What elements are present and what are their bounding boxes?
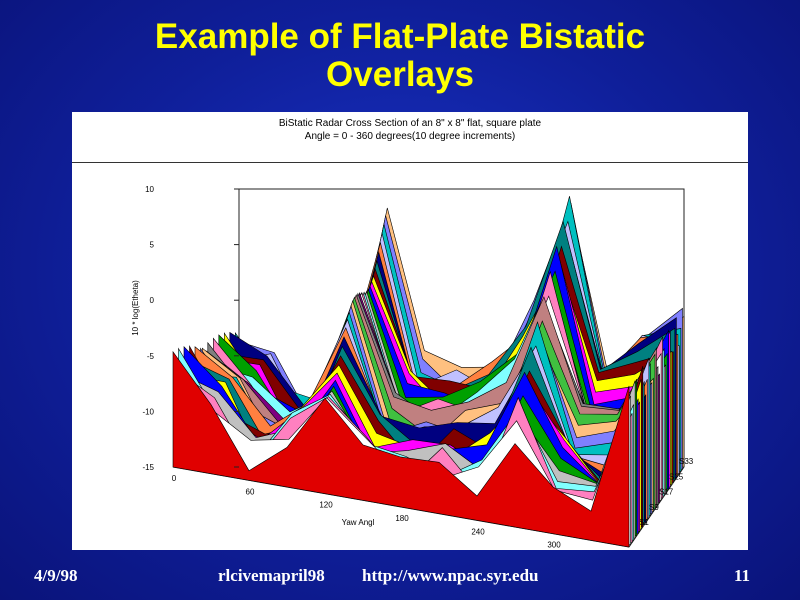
y-tick-label: -15 [142,463,154,472]
x-tick-label: 60 [246,487,255,496]
footer-date: 4/9/98 [34,566,78,585]
slide-title: Example of Flat-Plate Bistatic Overlays [0,18,800,94]
footer-page-number: 11 [734,566,751,585]
y-tick-label: 0 [150,296,155,305]
chart-svg: 10 5 0 -5 -10 -15 10 * log(Etheta) 0 60 120 180 240… [131,185,694,550]
series-surface [172,350,630,548]
footer-url: http://www.npac.syr.edu [362,566,539,585]
y-tick-label: -5 [147,352,155,361]
z-tick-label: S25 [669,472,684,481]
y-axis-label: 10 * log(Etheta) [131,280,140,336]
z-tick-label: S9 [649,503,659,512]
slide-title-line2: Overlays [326,55,474,94]
z-tick-label: S33 [679,457,694,466]
chart-subtitle: Angle = 0 - 360 degrees(10 degree increm… [304,131,516,142]
z-tick-label: S17 [659,488,674,497]
y-tick-label: -10 [142,407,154,416]
z-tick-label: S1 [639,518,649,527]
chart-header: BiStatic Radar Cross Section of an 8" x … [72,112,748,163]
y-tick-label: 10 [145,185,154,194]
x-tick-label: 240 [471,527,485,536]
x-tick-label: 120 [319,501,333,510]
x-axis-label: Yaw Angl [342,518,375,527]
x-tick-label: 0 [172,474,177,483]
y-tick-label: 5 [150,241,155,250]
x-tick-label: 180 [395,514,409,523]
slide-title-line1: Example of Flat-Plate Bistatic [154,17,646,56]
chart-title: BiStatic Radar Cross Section of an 8" x … [278,118,542,129]
chart-panel: BiStatic Radar Cross Section of an 8" x … [72,112,748,550]
axis-ticks: 10 5 0 -5 -10 -15 10 * log(Etheta) 0 60 120 180 240… [131,185,694,550]
series-surfaces [172,196,685,548]
footer-file: rlcivemapril98 [218,566,325,585]
x-tick-label: 300 [547,541,561,550]
